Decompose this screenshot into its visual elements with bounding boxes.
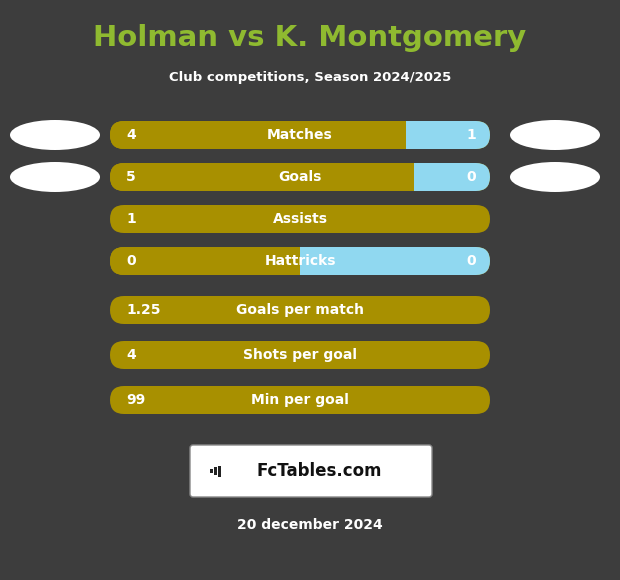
Text: 0: 0 [466,254,476,268]
Text: Holman vs K. Montgomery: Holman vs K. Montgomery [94,24,526,52]
FancyBboxPatch shape [110,121,138,149]
Text: Club competitions, Season 2024/2025: Club competitions, Season 2024/2025 [169,71,451,85]
Ellipse shape [510,162,600,192]
Text: Min per goal: Min per goal [251,393,349,407]
FancyBboxPatch shape [110,386,490,414]
Text: Matches: Matches [267,128,333,142]
Text: 20 december 2024: 20 december 2024 [237,518,383,532]
Text: 1: 1 [126,212,136,226]
FancyBboxPatch shape [110,205,490,233]
Text: 4: 4 [126,128,136,142]
Text: Goals per match: Goals per match [236,303,364,317]
Ellipse shape [10,120,100,150]
Text: 1: 1 [466,128,476,142]
Bar [210,469,213,473]
FancyBboxPatch shape [300,247,490,275]
FancyBboxPatch shape [414,163,490,191]
FancyBboxPatch shape [110,121,490,149]
Text: Shots per goal: Shots per goal [243,348,357,362]
FancyBboxPatch shape [406,121,490,149]
Bar [300,247,314,275]
Text: 99: 99 [126,393,145,407]
Bar [218,466,221,477]
FancyBboxPatch shape [110,341,490,369]
Text: Goals: Goals [278,170,322,184]
FancyBboxPatch shape [110,296,490,324]
Bar [214,467,217,475]
Text: 0: 0 [126,254,136,268]
Ellipse shape [510,120,600,150]
FancyBboxPatch shape [110,163,490,191]
Text: FcTables.com: FcTables.com [256,462,382,480]
Bar [414,163,428,191]
Text: 0: 0 [466,170,476,184]
Bar [124,247,138,275]
Text: Assists: Assists [273,212,327,226]
Bar [124,163,138,191]
Bar [124,121,138,149]
FancyBboxPatch shape [110,247,138,275]
FancyBboxPatch shape [110,163,138,191]
Text: 5: 5 [126,170,136,184]
FancyBboxPatch shape [110,247,490,275]
Text: 1.25: 1.25 [126,303,161,317]
FancyBboxPatch shape [190,445,432,497]
Bar [406,121,420,149]
Text: Hattricks: Hattricks [264,254,336,268]
Text: 4: 4 [126,348,136,362]
Ellipse shape [10,162,100,192]
